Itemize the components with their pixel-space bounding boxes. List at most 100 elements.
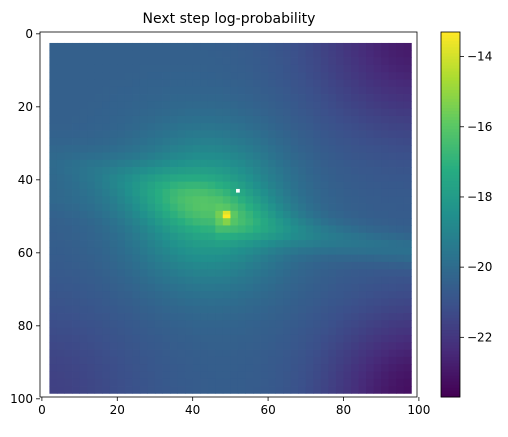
heatmap-cell bbox=[335, 50, 344, 58]
heatmap-cell bbox=[170, 57, 178, 66]
heatmap-cell bbox=[230, 342, 239, 350]
heatmap-cell bbox=[185, 145, 194, 153]
heatmap-cell bbox=[388, 64, 397, 73]
heatmap-cell bbox=[305, 269, 314, 277]
heatmap-cell bbox=[56, 137, 65, 146]
heatmap-cell bbox=[305, 386, 314, 394]
heatmap-cell bbox=[139, 79, 148, 88]
heatmap-cell bbox=[298, 167, 307, 175]
heatmap-cell bbox=[192, 334, 201, 343]
heatmap-cell bbox=[373, 298, 382, 307]
heatmap-cell bbox=[185, 210, 194, 219]
heatmap-cell bbox=[162, 64, 171, 73]
heatmap-cell bbox=[154, 349, 163, 358]
heatmap-cell bbox=[237, 298, 246, 307]
heatmap-cell bbox=[268, 342, 277, 350]
colorbar-segment bbox=[441, 138, 460, 142]
heatmap-cell bbox=[305, 320, 314, 329]
heatmap-cell bbox=[139, 349, 148, 358]
heatmap-cell bbox=[283, 152, 292, 161]
heatmap-cell bbox=[207, 327, 216, 336]
heatmap-cell bbox=[109, 218, 118, 226]
heatmap-cell bbox=[388, 72, 397, 80]
heatmap-cell bbox=[245, 247, 254, 256]
heatmap-cell bbox=[102, 225, 111, 234]
heatmap-cell bbox=[275, 327, 284, 336]
heatmap-cell bbox=[343, 174, 352, 183]
heatmap-cell bbox=[117, 50, 126, 58]
heatmap-cell bbox=[162, 167, 171, 175]
colorbar-segment bbox=[441, 324, 460, 328]
heatmap-cell bbox=[56, 94, 65, 102]
heatmap-cell bbox=[177, 123, 186, 131]
heatmap-cell bbox=[260, 334, 269, 343]
heatmap-cell bbox=[388, 94, 397, 102]
colorbar-segment bbox=[441, 68, 460, 73]
heatmap-cell bbox=[207, 305, 216, 314]
heatmap-cell bbox=[268, 386, 277, 394]
heatmap-cell bbox=[335, 123, 344, 131]
heatmap-cell bbox=[335, 313, 344, 321]
heatmap-cell bbox=[381, 327, 390, 336]
heatmap-cell bbox=[290, 159, 299, 168]
heatmap-cell bbox=[351, 210, 359, 219]
heatmap-cell bbox=[109, 247, 118, 256]
heatmap-cell bbox=[388, 254, 397, 263]
heatmap-cell bbox=[162, 247, 171, 256]
heatmap-cell bbox=[253, 225, 261, 234]
heatmap-cell bbox=[154, 276, 163, 285]
heatmap-cell bbox=[403, 42, 412, 51]
heatmap-cell bbox=[162, 232, 171, 241]
heatmap-cell bbox=[222, 364, 231, 372]
heatmap-cell bbox=[56, 225, 65, 234]
heatmap-cell bbox=[320, 79, 329, 88]
heatmap-cell bbox=[230, 320, 239, 329]
heatmap-cell bbox=[87, 94, 96, 102]
heatmap-cell bbox=[192, 342, 201, 350]
heatmap-cell bbox=[298, 247, 307, 256]
heatmap-cell bbox=[200, 386, 209, 394]
heatmap-cell bbox=[147, 386, 156, 394]
heatmap-cell bbox=[147, 342, 156, 350]
heatmap-cell bbox=[200, 42, 209, 51]
heatmap-cell bbox=[245, 371, 254, 380]
heatmap-cell bbox=[275, 247, 284, 256]
heatmap-cell bbox=[237, 313, 246, 321]
heatmap-cell bbox=[381, 64, 390, 73]
heatmap-cell bbox=[388, 130, 397, 139]
heatmap-cell bbox=[351, 283, 359, 292]
heatmap-cell bbox=[290, 64, 299, 73]
heatmap-cell bbox=[298, 203, 307, 212]
heatmap-cell bbox=[64, 327, 73, 336]
heatmap-cell bbox=[403, 137, 412, 146]
heatmap-cell bbox=[147, 108, 156, 117]
heatmap-cell bbox=[162, 283, 171, 292]
colorbar-segment bbox=[441, 114, 460, 118]
heatmap-cell bbox=[381, 167, 390, 175]
heatmap-cell bbox=[290, 291, 299, 299]
heatmap-cell bbox=[56, 57, 65, 66]
heatmap-cell bbox=[396, 291, 405, 299]
heatmap-cell bbox=[185, 101, 194, 110]
heatmap-cell bbox=[298, 108, 307, 117]
heatmap-cell bbox=[343, 50, 352, 58]
heatmap-cell bbox=[64, 64, 73, 73]
heatmap-cell bbox=[117, 371, 126, 380]
heatmap-cell bbox=[124, 313, 133, 321]
heatmap-cell bbox=[260, 254, 269, 263]
heatmap-cell bbox=[64, 254, 73, 263]
heatmap-cell bbox=[237, 174, 246, 183]
heatmap-cell bbox=[381, 210, 390, 219]
heatmap-cell bbox=[192, 152, 201, 161]
heatmap-cell bbox=[170, 130, 178, 139]
heatmap-cell bbox=[185, 79, 194, 88]
heatmap-cell bbox=[147, 269, 156, 277]
heatmap-cell bbox=[147, 123, 156, 131]
heatmap-cell bbox=[298, 145, 307, 153]
heatmap-cell bbox=[87, 254, 96, 263]
colorbar-segment bbox=[441, 327, 460, 331]
heatmap-cell bbox=[102, 42, 111, 51]
heatmap-cell bbox=[170, 174, 178, 183]
heatmap-cell bbox=[79, 64, 88, 73]
heatmap-cell bbox=[102, 145, 111, 153]
